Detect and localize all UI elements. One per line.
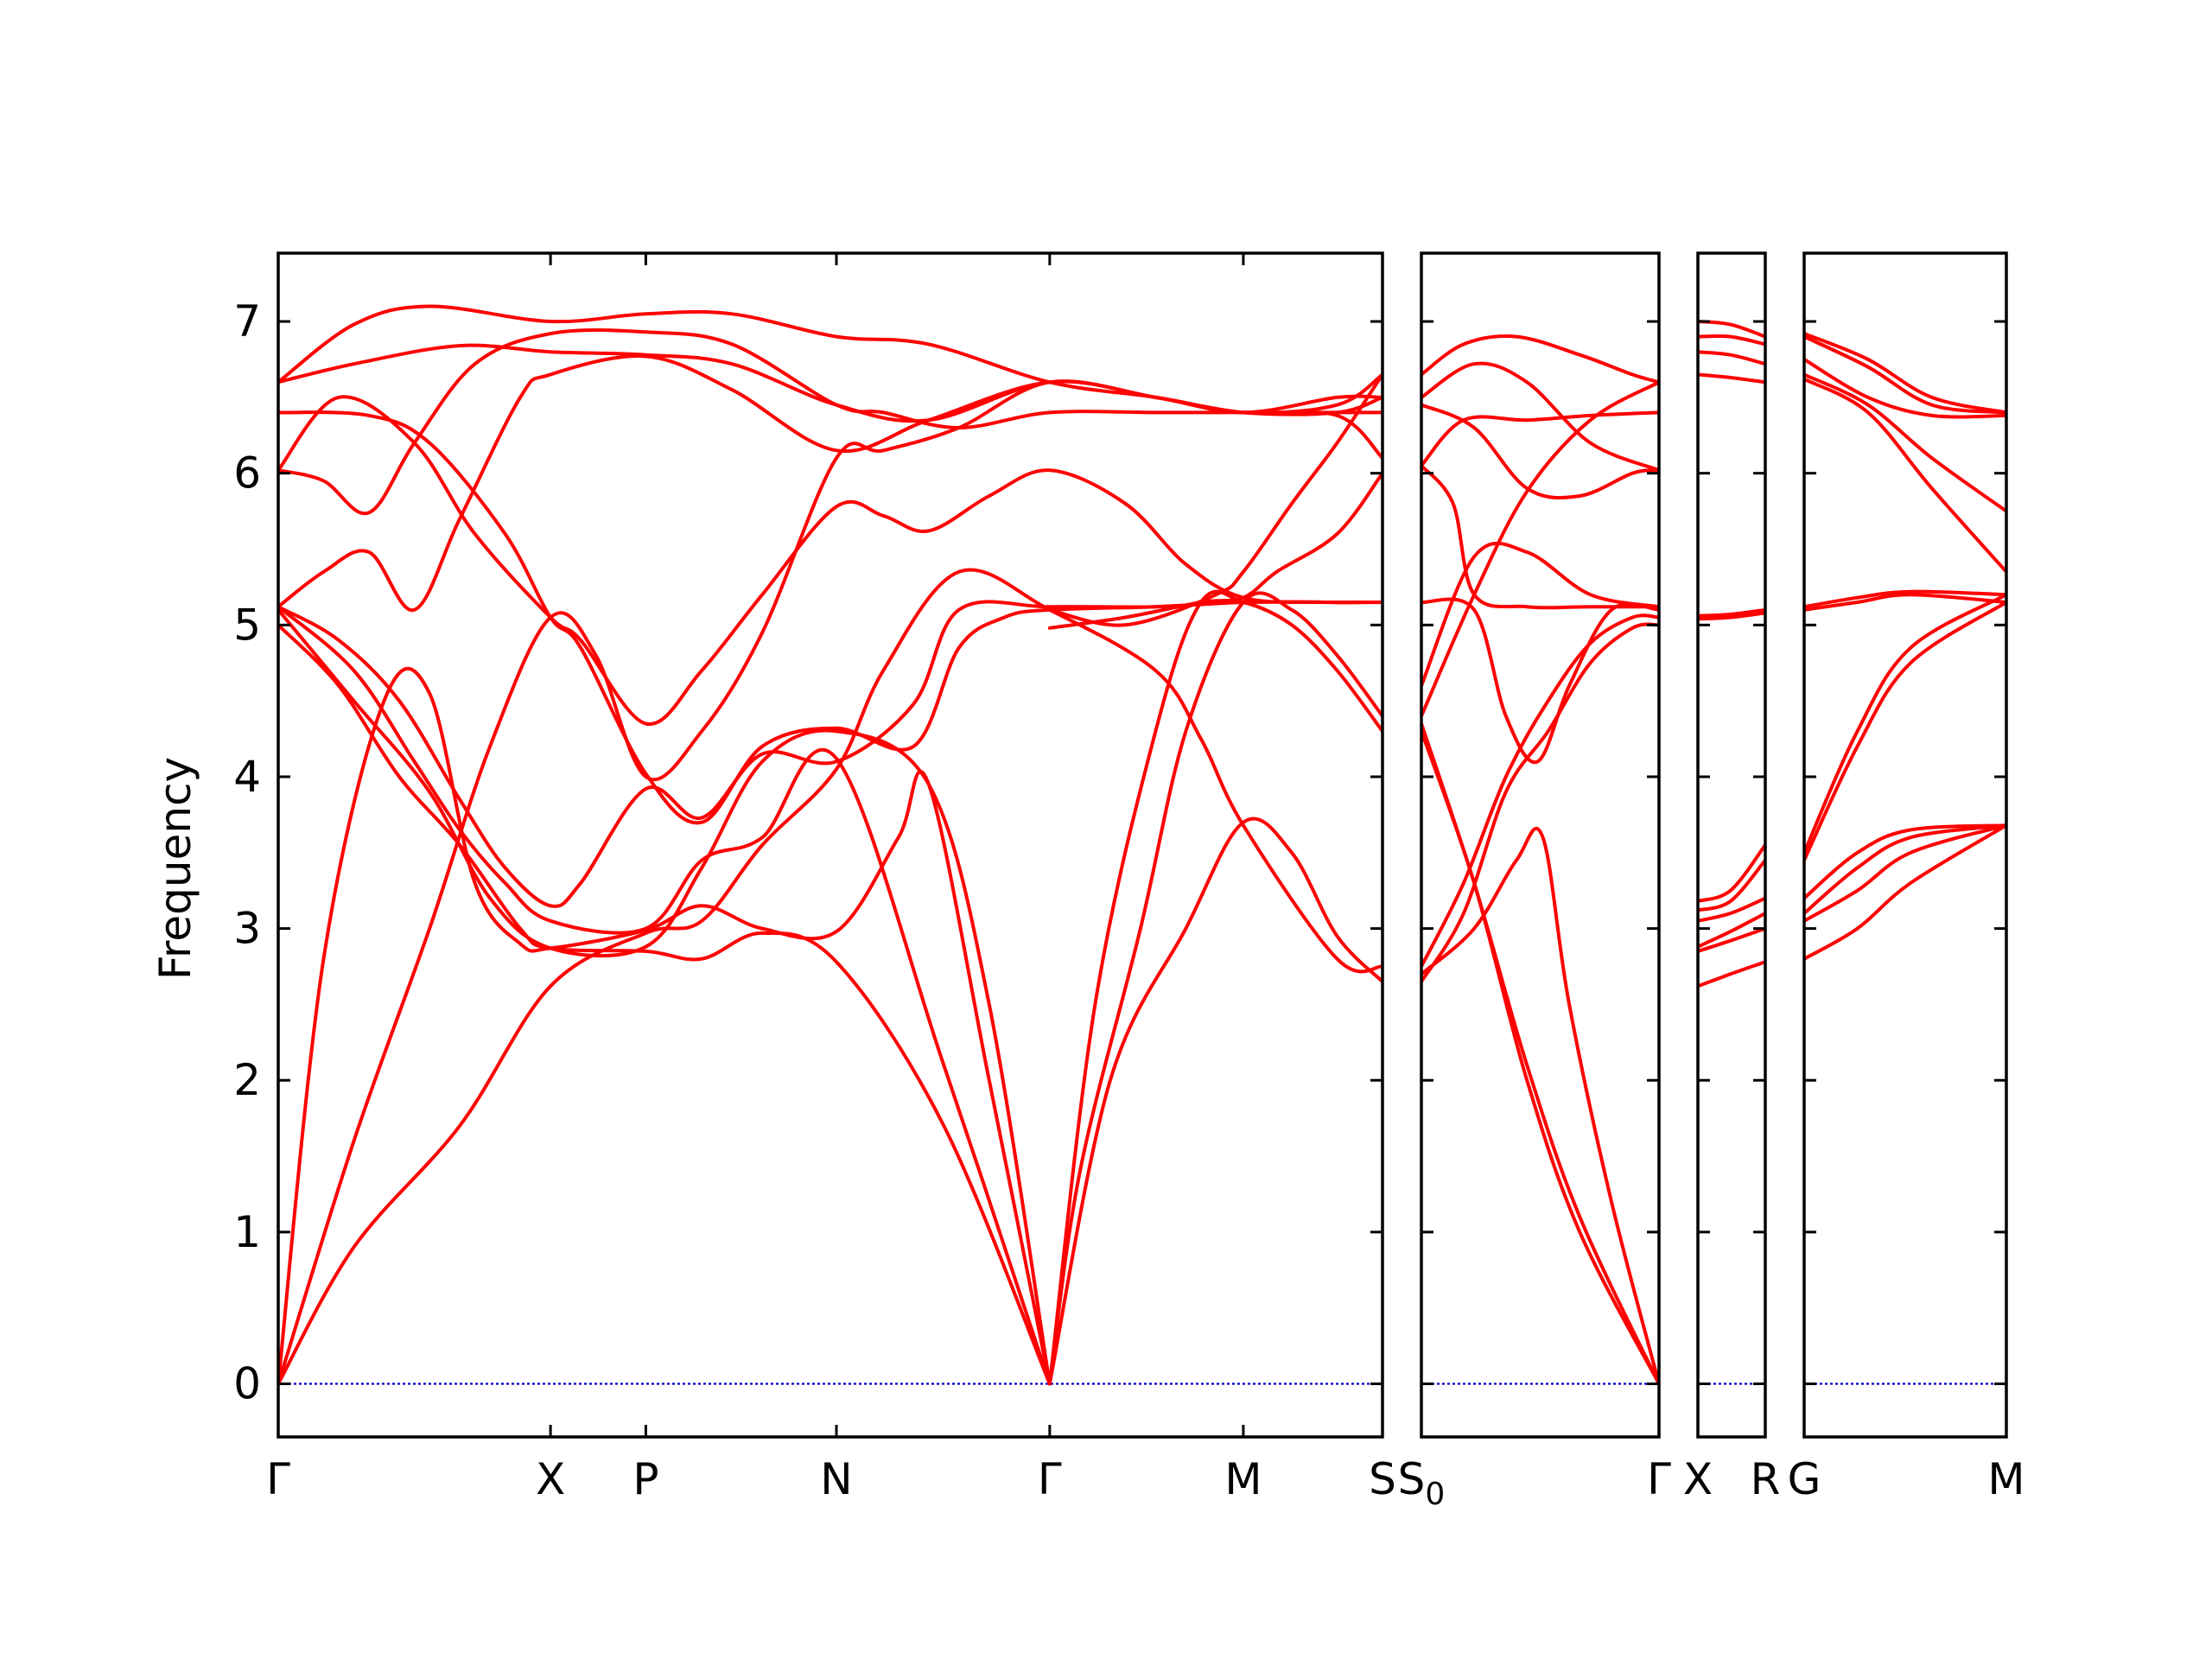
band-X-R-5 xyxy=(1698,607,1765,618)
y-tick-label: 4 xyxy=(233,752,261,802)
band-main-13 xyxy=(278,568,1382,1386)
band-G-M-9 xyxy=(1804,601,2006,862)
x-tick-label: X xyxy=(1683,1454,1713,1504)
band-S0-G-13 xyxy=(1421,827,1659,1386)
y-tick-labels: 0 1 2 3 4 5 6 7 xyxy=(233,296,261,1408)
band-X-R-10 xyxy=(1698,912,1765,949)
x-tick-label: Γ xyxy=(1038,1454,1062,1504)
band-group xyxy=(1421,334,1659,1386)
band-S0-G-9 xyxy=(1421,622,1659,984)
x-tick-label: Γ xyxy=(1647,1454,1671,1504)
band-G-M-11 xyxy=(1804,823,2006,915)
panel-frame xyxy=(1696,251,1767,1439)
band-main-17 xyxy=(1047,471,1382,630)
band-S0-G-4 xyxy=(1421,410,1659,467)
band-G-M-12 xyxy=(1804,823,2006,923)
band-group xyxy=(1804,332,2006,961)
band-G-M-2 xyxy=(1804,334,2006,415)
y-tick-label: 2 xyxy=(233,1055,261,1105)
band-S0-G-12 xyxy=(1421,721,1659,1386)
band-X-R-6 xyxy=(1698,611,1765,621)
band-G-M-13 xyxy=(1804,823,2006,961)
band-main-18 xyxy=(1047,372,1382,627)
band-X-R-12 xyxy=(1698,960,1765,988)
band-main-15 xyxy=(1047,589,1382,1386)
band-main-9 xyxy=(278,607,1052,1386)
band-X-R-11 xyxy=(1698,926,1765,953)
band-main-8 xyxy=(278,623,1052,1386)
band-main-16 xyxy=(1047,591,1382,1386)
band-S0-G-2 xyxy=(1421,361,1659,473)
x-tick-label: N xyxy=(820,1454,852,1504)
band-G-M-10 xyxy=(1804,823,2006,900)
band-S0-G-1 xyxy=(1421,334,1659,385)
band-G-M-1 xyxy=(1804,332,2006,415)
band-X-R-7 xyxy=(1698,843,1765,903)
band-S0-G-7 xyxy=(1421,541,1659,688)
band-G-M-4 xyxy=(1804,372,2006,513)
band-main-10 xyxy=(278,605,1052,1386)
y-tick-label: 6 xyxy=(233,448,261,499)
band-main-14 xyxy=(1047,817,1382,1386)
band-X-R-2 xyxy=(1698,334,1765,346)
band-G-M-7 xyxy=(1804,593,2006,612)
x-tick-label: S0 xyxy=(1398,1454,1446,1512)
panel-frame xyxy=(276,251,1384,1439)
y-tick-label: 7 xyxy=(233,296,261,346)
band-X-R-4 xyxy=(1698,372,1765,385)
panel-S0-G: S0 Γ xyxy=(1398,251,1671,1512)
x-tick-label: Γ xyxy=(266,1454,290,1504)
panel-frame xyxy=(1802,251,2008,1439)
y-tick-label: 3 xyxy=(233,904,261,954)
x-tick-label: X xyxy=(536,1454,565,1504)
band-group xyxy=(1698,320,1765,988)
band-group xyxy=(278,304,1382,1386)
band-S0-G-10 xyxy=(1421,613,1659,969)
band-X-R-8 xyxy=(1698,858,1765,912)
x-tick-label: M xyxy=(1224,1454,1262,1504)
band-main-12 xyxy=(278,372,1382,1386)
band-S0-G-6 xyxy=(1421,597,1659,765)
x-tick-label: G xyxy=(1788,1454,1821,1504)
band-S0-G-5 xyxy=(1421,463,1659,610)
x-tick-label: P xyxy=(632,1454,658,1504)
band-X-R-3 xyxy=(1698,350,1765,366)
x-tick-label: R xyxy=(1751,1454,1781,1504)
band-G-M-3 xyxy=(1804,357,2006,419)
band-G-M-8 xyxy=(1804,593,2006,855)
x-tick-label: M xyxy=(1987,1454,2024,1504)
panel-frame xyxy=(1420,251,1661,1439)
band-main-1 xyxy=(278,304,1382,461)
y-axis-label: Frequency xyxy=(150,757,200,980)
band-S0-G-3 xyxy=(1421,403,1659,500)
band-G-M-5 xyxy=(1804,377,2006,574)
band-main-7 xyxy=(278,600,1382,908)
band-X-R-9 xyxy=(1698,896,1765,923)
band-X-R-1 xyxy=(1698,320,1765,339)
band-G-M-6 xyxy=(1804,589,2006,609)
band-main-11 xyxy=(278,666,1052,1386)
y-tick-label: 1 xyxy=(233,1207,261,1257)
band-main-4 xyxy=(278,328,1382,516)
y-tick-label: 0 xyxy=(233,1359,261,1409)
x-tick-label: S xyxy=(1369,1454,1396,1504)
band-S0-G-8 xyxy=(1421,380,1659,718)
y-tick-label: 5 xyxy=(233,600,261,650)
